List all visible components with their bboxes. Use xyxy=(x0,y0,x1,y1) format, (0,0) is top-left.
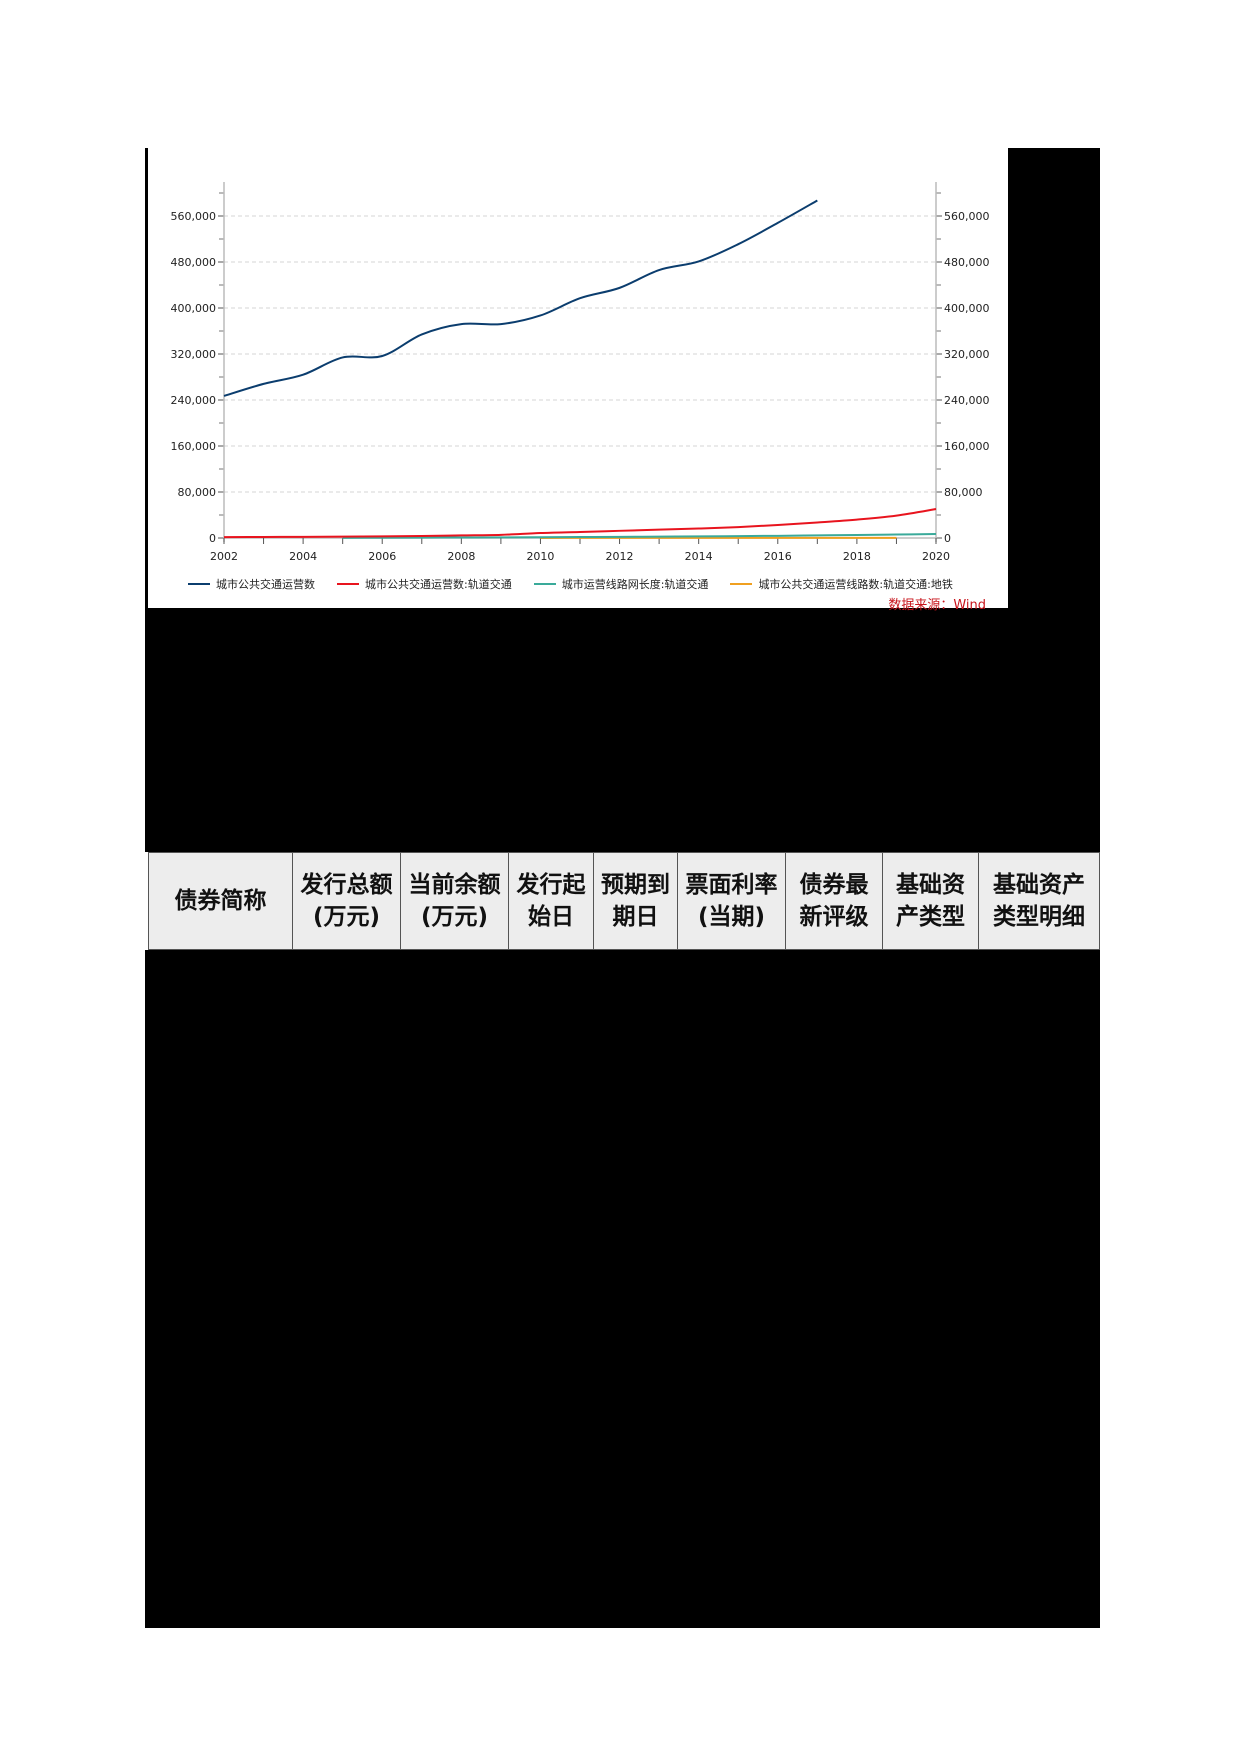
svg-text:160,000: 160,000 xyxy=(944,440,990,453)
svg-text:2014: 2014 xyxy=(685,550,713,563)
legend-label: 城市公共交通运营数:轨道交通 xyxy=(365,578,512,591)
svg-text:2006: 2006 xyxy=(368,550,396,563)
svg-text:2020: 2020 xyxy=(922,550,950,563)
col-header-asset-type-detail: 基础资产类型明细 xyxy=(978,852,1100,950)
col-header-maturity-date: 预期到期日 xyxy=(593,852,678,950)
col-header-asset-type: 基础资产类型 xyxy=(882,852,979,950)
legend-item: 城市公共交通运营数 xyxy=(188,576,315,592)
svg-text:2018: 2018 xyxy=(843,550,871,563)
col-header-bond-name: 债券简称 xyxy=(148,852,293,950)
svg-text:2010: 2010 xyxy=(526,550,554,563)
svg-text:320,000: 320,000 xyxy=(944,348,990,361)
svg-text:400,000: 400,000 xyxy=(944,302,990,315)
series-line xyxy=(223,199,818,397)
svg-text:480,000: 480,000 xyxy=(171,256,217,269)
svg-text:240,000: 240,000 xyxy=(944,394,990,407)
col-header-current-balance: 当前余额(万元) xyxy=(400,852,509,950)
svg-text:0: 0 xyxy=(944,532,951,545)
chart-legend: 城市公共交通运营数 城市公共交通运营数:轨道交通 城市运营线路网长度:轨道交通 … xyxy=(188,576,953,592)
legend-label: 城市公共交通运营数 xyxy=(216,578,315,591)
svg-text:2002: 2002 xyxy=(210,550,238,563)
legend-item: 城市运营线路网长度:轨道交通 xyxy=(533,576,709,592)
legend-swatch-icon xyxy=(533,583,556,585)
redacted-right-block xyxy=(1008,148,1100,608)
legend-label: 城市公共交通运营线路数:轨道交通:地铁 xyxy=(758,578,953,591)
table-header-row: 债券简称 发行总额(万元) 当前余额(万元) 发行起始日 预期到期日 票面利率(… xyxy=(148,852,1100,950)
legend-item: 城市公共交通运营线路数:轨道交通:地铁 xyxy=(730,576,953,592)
legend-item: 城市公共交通运营数:轨道交通 xyxy=(337,576,512,592)
legend-label: 城市运营线路网长度:轨道交通 xyxy=(561,578,709,591)
redacted-middle-block xyxy=(145,608,1100,852)
data-source-note: 数据来源：Wind xyxy=(888,598,986,613)
svg-text:560,000: 560,000 xyxy=(171,210,217,223)
svg-text:2008: 2008 xyxy=(447,550,475,563)
line-chart: 0 0 80,000 80,000 160,000 160,000 240,000 240,0… xyxy=(148,148,1008,613)
col-header-issue-date: 发行起始日 xyxy=(508,852,594,950)
svg-text:2012: 2012 xyxy=(606,550,634,563)
series-line xyxy=(223,508,937,539)
svg-text:560,000: 560,000 xyxy=(944,210,990,223)
redacted-table-body xyxy=(145,950,1100,1628)
svg-text:80,000: 80,000 xyxy=(178,486,217,499)
svg-text:400,000: 400,000 xyxy=(171,302,217,315)
svg-text:80,000: 80,000 xyxy=(944,486,983,499)
col-header-coupon-rate: 票面利率(当期) xyxy=(677,852,786,950)
series-line xyxy=(342,532,937,539)
col-header-latest-rating: 债券最新评级 xyxy=(785,852,883,950)
svg-text:480,000: 480,000 xyxy=(944,256,990,269)
svg-text:160,000: 160,000 xyxy=(171,440,217,453)
redacted-left-border xyxy=(145,148,148,608)
bond-table: 债券简称 发行总额(万元) 当前余额(万元) 发行起始日 预期到期日 票面利率(… xyxy=(148,852,1100,950)
svg-text:2016: 2016 xyxy=(764,550,792,563)
svg-text:2004: 2004 xyxy=(289,550,317,563)
legend-swatch-icon xyxy=(188,583,210,585)
legend-swatch-icon xyxy=(730,583,753,585)
chart-plot-area: 0 0 80,000 80,000 160,000 160,000 240,000 240,0… xyxy=(171,182,990,563)
col-header-issue-amount: 发行总额(万元) xyxy=(292,852,401,950)
svg-text:240,000: 240,000 xyxy=(171,394,217,407)
svg-text:0: 0 xyxy=(209,532,216,545)
legend-swatch-icon xyxy=(337,583,359,585)
svg-text:320,000: 320,000 xyxy=(171,348,217,361)
